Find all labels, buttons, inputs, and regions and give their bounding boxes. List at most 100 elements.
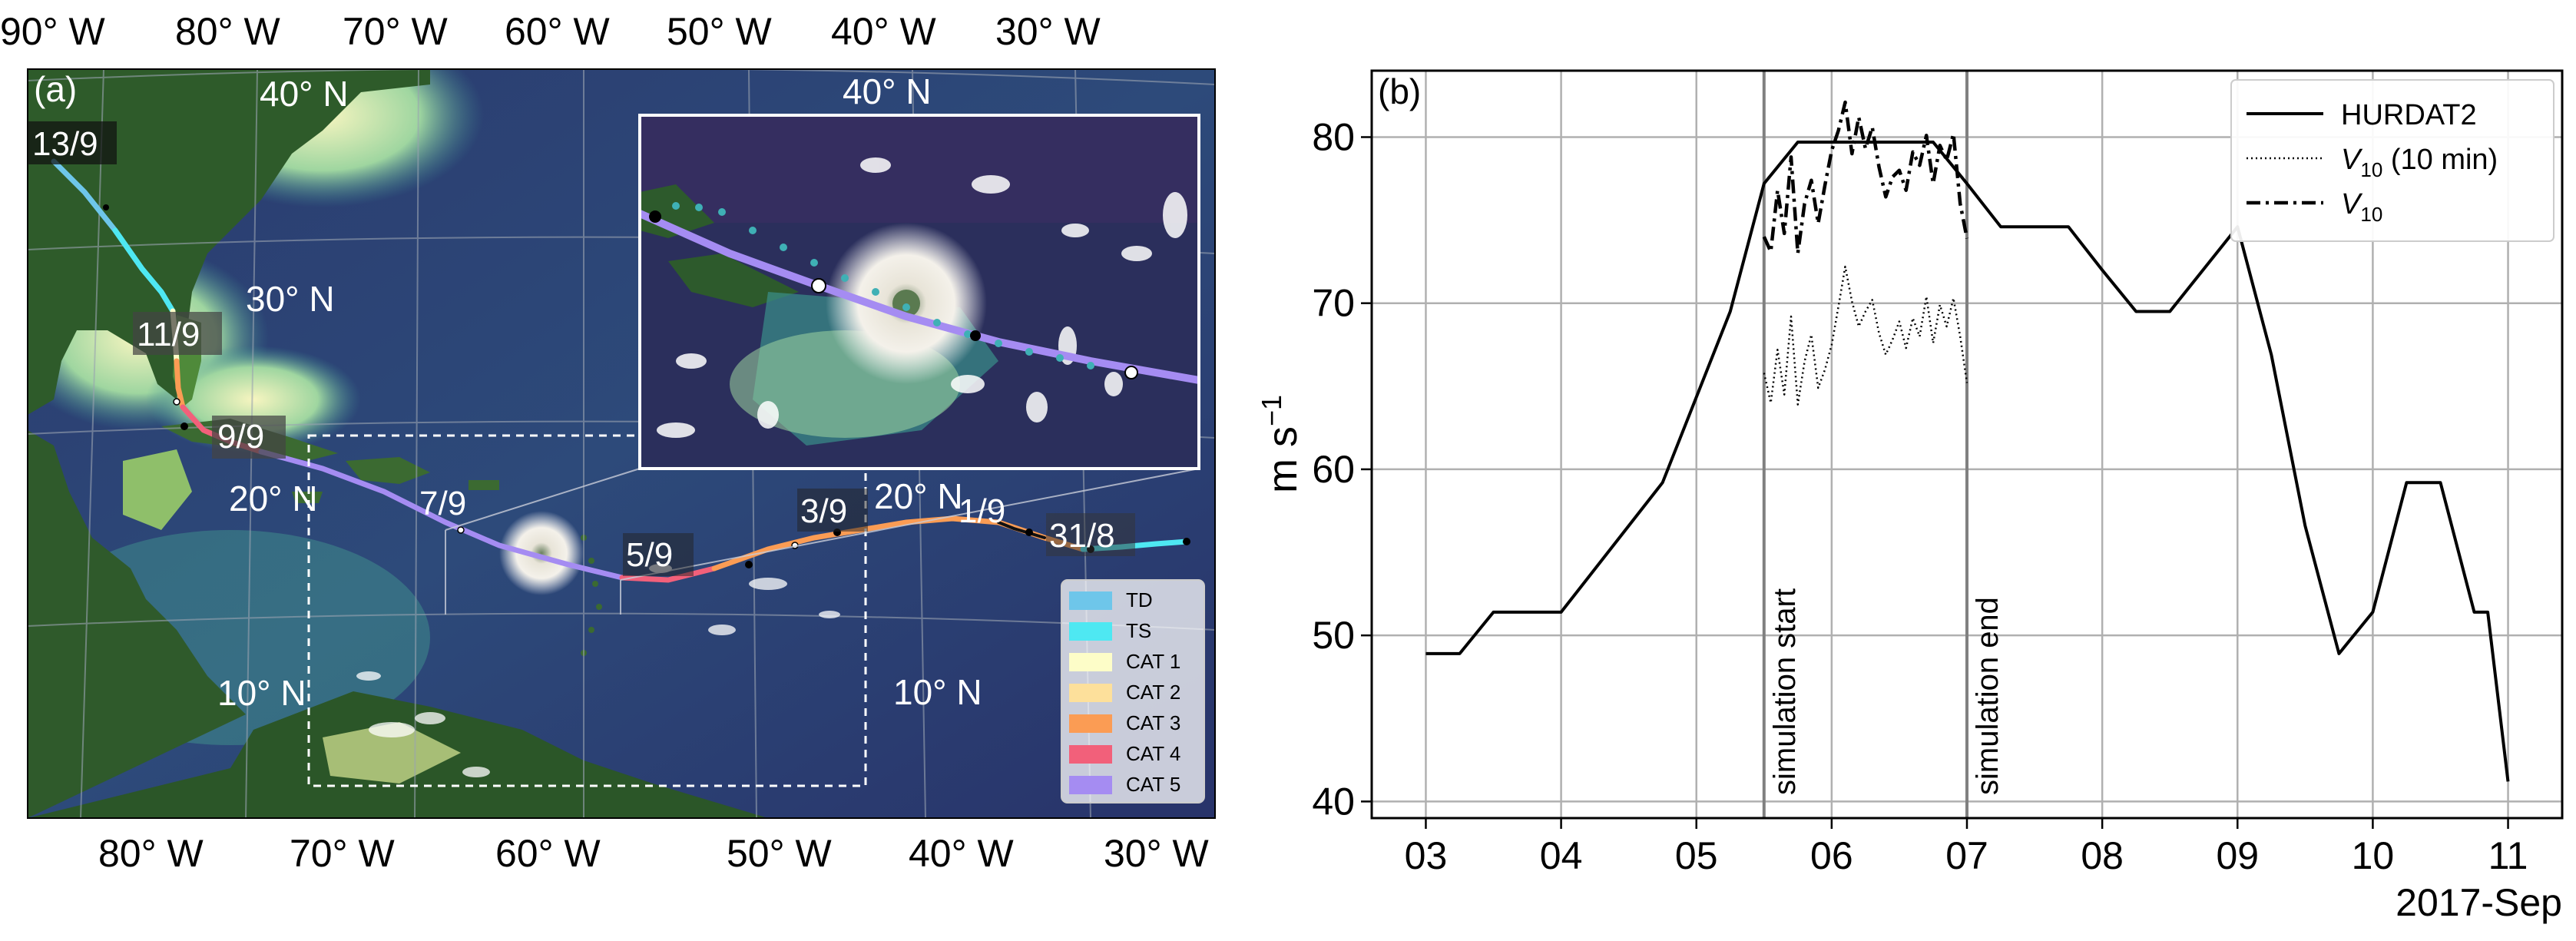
lon-label-top: 70° W [343, 10, 449, 53]
date-label: 31/8 [1049, 517, 1115, 555]
inset-marker [1124, 366, 1138, 379]
series-line-v10 [1762, 100, 1969, 256]
north-america-land [28, 69, 430, 415]
track-cat3-fl [174, 358, 186, 410]
lon-label-top: 30° W [995, 10, 1101, 53]
date-label: 7/9 [419, 485, 466, 522]
x-tick-label: 05 [1675, 834, 1718, 877]
hurricane-cloud [499, 511, 584, 595]
x-tick-label: 07 [1945, 834, 1988, 877]
inset-marker [649, 210, 661, 223]
lon-labels-bottom: 80° W 70° W 60° W 50° W 40° W 30° W [98, 832, 1210, 875]
zoom-connectors [445, 468, 1200, 615]
track-ts [112, 227, 176, 314]
inset-map: 40° N [638, 71, 1200, 470]
inset-track [640, 210, 1199, 384]
date-label: 1/9 [959, 492, 1005, 530]
lat-label: 20° N [229, 479, 318, 519]
series-line-v10-10-min [1763, 265, 1968, 406]
map-panel-label: (a) [34, 69, 77, 109]
lon-label-bottom: 40° W [909, 832, 1015, 875]
yucatan-land [123, 449, 192, 530]
lon-label-bottom: 70° W [290, 832, 396, 875]
lat-labels-east: 20° N 10° N [874, 476, 982, 712]
inset-forecast-dots [672, 202, 1094, 369]
category-legend-label: CAT 4 [1126, 742, 1180, 765]
series-legend-label: V10 (10 min) [2341, 144, 2498, 181]
chart-panel: simulation start simulation end 03 04 05 06 0… [1256, 69, 2564, 924]
lon-label-top: 40° W [831, 10, 937, 53]
series-line-hurdat2 [1425, 141, 2510, 782]
inset-lat-label: 40° N [843, 71, 932, 111]
category-legend-swatch [1069, 591, 1112, 610]
category-legend-swatch [1069, 776, 1112, 794]
chart-panel-label: (b) [1378, 71, 1421, 111]
track-black-east [997, 521, 1046, 539]
x-tick-label: 06 [1810, 834, 1853, 877]
lon-label-bottom: 50° W [727, 832, 833, 875]
chart-vlines: simulation start simulation end [1762, 71, 2005, 818]
category-legend-label: TD [1126, 588, 1153, 611]
category-legend-label: CAT 1 [1126, 650, 1180, 673]
category-legend-swatch [1069, 714, 1112, 733]
category-legend: TD TS CAT 1 CAT 2 CAT 3 CAT 4 CAT 5 [1061, 579, 1205, 803]
x-tick-label: 03 [1405, 834, 1448, 877]
lon-label-top: 80° W [175, 10, 281, 53]
lat-label: 20° N [874, 476, 963, 516]
map-panel: 90° W 80° W 70° W 60° W 50° W 40° W 30° … [0, 10, 1216, 875]
category-legend-swatch [1069, 684, 1112, 702]
central-america-land [28, 430, 246, 818]
lon-label-top: 50° W [667, 10, 773, 53]
date-label: 13/9 [32, 125, 98, 163]
venezuela-highlands [323, 722, 461, 784]
y-tick-label: 50 [1312, 614, 1355, 657]
chart-ticks: 03 04 05 06 07 08 09 10 11 40 50 60 70 80 [1312, 115, 2528, 877]
date-labels: 13/9 11/9 9/9 7/9 5/9 3/9 1/9 31/8 [28, 121, 1135, 576]
x-tick-label: 08 [2081, 834, 2124, 877]
chart-series [1425, 100, 2510, 782]
lesser-antilles [581, 535, 602, 656]
lon-label-bottom: 60° W [495, 832, 601, 875]
category-legend-swatch [1069, 653, 1112, 671]
category-legend-label: CAT 5 [1126, 773, 1180, 796]
track-cat5 [258, 449, 625, 581]
x-axis-date-label: 2017-Sep [2396, 881, 2562, 924]
inset-marker [970, 330, 981, 341]
inset-marker [811, 278, 826, 293]
y-axis-label-exponent: −1 [1256, 395, 1287, 426]
hispaniola-land [346, 457, 430, 484]
lat-label: 30° N [246, 279, 335, 319]
puerto-rico-land [469, 480, 499, 490]
y-tick-label: 40 [1312, 780, 1355, 823]
date-label: 11/9 [137, 316, 200, 353]
lon-label-bottom: 80° W [98, 832, 204, 875]
cloud-patches [356, 564, 840, 777]
y-tick-label: 60 [1312, 448, 1355, 491]
x-tick-label: 10 [2352, 834, 2395, 877]
lat-label: 10° N [893, 672, 982, 712]
y-axis-label: m s−1 [1256, 395, 1306, 493]
category-legend-label: TS [1126, 619, 1151, 642]
y-tick-label: 80 [1312, 115, 1355, 158]
jamaica-land [292, 492, 323, 503]
inset-frame [638, 114, 1200, 470]
zoom-box [307, 434, 867, 787]
series-legend-label: HURDAT2 [2341, 99, 2477, 131]
y-axis-label-main: m s [1260, 426, 1306, 493]
date-label: 5/9 [626, 536, 673, 574]
lon-label-bottom: 30° W [1104, 832, 1210, 875]
track-cat4-east [619, 565, 717, 583]
lon-label-top: 60° W [505, 10, 611, 53]
lon-labels-top: 90° W 80° W 70° W 60° W 50° W 40° W 30° … [0, 10, 1101, 53]
y-tick-label: 70 [1312, 282, 1355, 325]
lon-label-top: 90° W [0, 10, 106, 53]
lat-label: 10° N [217, 673, 306, 713]
inset-hispaniola-land [668, 253, 799, 307]
lat-label: 40° N [260, 74, 349, 114]
x-tick-label: 09 [2216, 834, 2259, 877]
simulation-vline-label: simulation end [1971, 597, 2005, 795]
simulation-vline-label: simulation start [1768, 588, 1802, 795]
category-legend-label: CAT 2 [1126, 681, 1180, 704]
x-tick-label: 11 [2488, 834, 2528, 877]
